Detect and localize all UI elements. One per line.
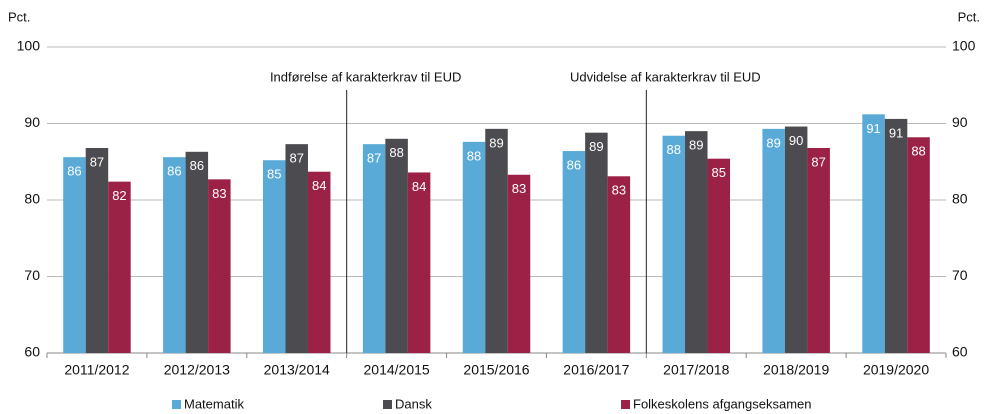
value-label: 85 [267, 167, 281, 182]
value-label: 82 [112, 188, 126, 203]
value-label: 91 [866, 121, 880, 136]
value-label: 91 [889, 125, 903, 140]
x-tick-label: 2017/2018 [663, 362, 729, 378]
y2-tick-label: 80 [952, 191, 968, 207]
value-label: 87 [90, 154, 104, 169]
bar [884, 118, 908, 353]
bar [507, 174, 531, 353]
value-label: 83 [612, 183, 626, 198]
annotation: Udvidelse af karakterkrav til EUD [570, 69, 761, 84]
bar [85, 147, 109, 353]
value-label: 86 [67, 164, 81, 179]
bar [163, 157, 186, 353]
bar [907, 137, 930, 353]
x-tick-label: 2011/2012 [64, 362, 129, 378]
y2-tick-label: 90 [952, 114, 968, 130]
bar [762, 128, 785, 353]
y-tick-label: 60 [24, 344, 40, 360]
value-label: 90 [789, 133, 803, 148]
value-label: 86 [190, 158, 204, 173]
x-tick-label: 2012/2013 [164, 362, 230, 378]
bar [685, 131, 708, 353]
legend-label: Folkeskolens afgangseksamen [633, 396, 812, 411]
value-label: 86 [167, 164, 181, 179]
value-label: 89 [766, 135, 780, 150]
y-tick-label: 70 [24, 267, 40, 283]
bar [707, 158, 731, 353]
bar [208, 179, 231, 353]
x-tick-label: 2019/2020 [863, 362, 929, 378]
bar [285, 144, 308, 353]
bar [607, 176, 631, 353]
y2-tick-label: 60 [952, 344, 968, 360]
annotation: Indførelse af karakterkrav til EUD [270, 69, 461, 84]
bar [63, 157, 86, 353]
value-label: 84 [312, 178, 326, 193]
legend-swatch [172, 400, 181, 409]
bar [362, 144, 386, 353]
value-label: 87 [289, 151, 303, 166]
legend-label: Matematik [184, 396, 244, 411]
bar [385, 138, 408, 353]
legend-swatch [621, 400, 630, 409]
y-tick-label: 80 [24, 191, 40, 207]
value-label: 85 [712, 165, 726, 180]
value-label: 83 [212, 186, 226, 201]
x-tick-label: 2014/2015 [364, 362, 430, 378]
value-label: 89 [589, 139, 603, 154]
bar [862, 114, 885, 353]
bar [562, 151, 586, 353]
y-tick-label: 100 [17, 38, 41, 54]
legend-label: Dansk [395, 396, 432, 411]
value-label: 88 [911, 144, 925, 159]
x-tick-label: 2013/2014 [264, 362, 330, 378]
value-label: 84 [412, 179, 426, 194]
bar [407, 172, 431, 353]
value-label: 86 [567, 157, 581, 172]
bar [108, 181, 131, 353]
bar [485, 128, 508, 353]
value-label: 83 [512, 181, 526, 196]
legend-swatch [383, 400, 392, 409]
bar [585, 132, 608, 353]
value-label: 87 [811, 154, 825, 169]
bar [662, 135, 686, 353]
x-tick-label: 2016/2017 [563, 362, 629, 378]
x-tick-label: 2015/2016 [463, 362, 529, 378]
y2-tick-label: 70 [952, 267, 968, 283]
bar [807, 147, 830, 353]
bar [784, 126, 808, 353]
value-label: 88 [667, 142, 681, 157]
bar [185, 151, 209, 353]
value-label: 88 [389, 145, 403, 160]
value-label: 87 [367, 151, 381, 166]
y2-axis-label: Pct. [958, 9, 980, 24]
bar [462, 141, 486, 353]
bar [262, 160, 286, 353]
y-axis-label: Pct. [8, 9, 30, 24]
value-label: 89 [689, 138, 703, 153]
y-tick-label: 90 [24, 114, 40, 130]
bar [307, 171, 331, 353]
y2-tick-label: 100 [952, 38, 976, 54]
x-tick-label: 2018/2019 [763, 362, 829, 378]
value-label: 89 [489, 135, 503, 150]
value-label: 88 [467, 148, 481, 163]
